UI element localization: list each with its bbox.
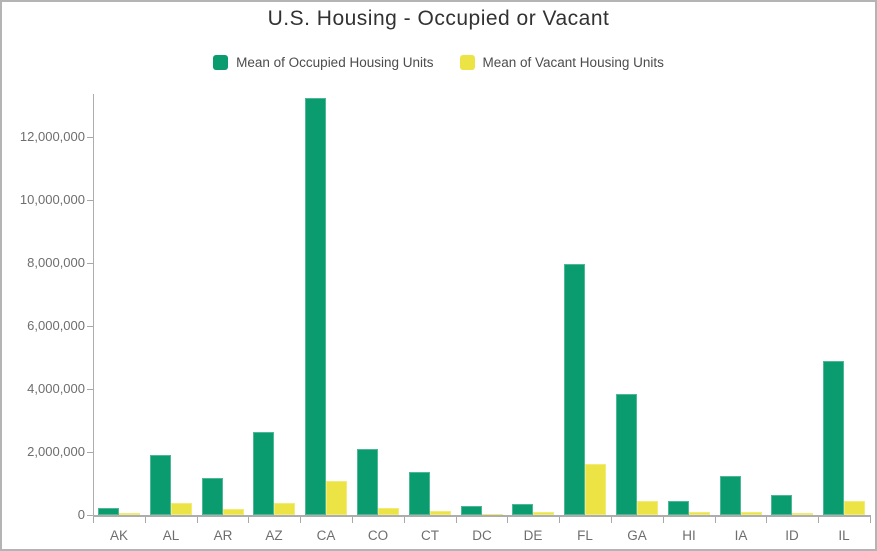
x-axis-label-CO: CO <box>367 528 389 543</box>
x-axis-label-IA: IA <box>734 528 748 543</box>
bar-occupied-AR[interactable] <box>202 478 223 515</box>
x-axis-label-DC: DC <box>472 528 492 543</box>
x-tick <box>456 517 457 523</box>
bar-vacant-AZ[interactable] <box>274 503 295 515</box>
x-axis-label-ID: ID <box>785 528 799 543</box>
legend: Mean of Occupied Housing Units Mean of V… <box>2 55 875 70</box>
bar-vacant-GA[interactable] <box>637 501 658 515</box>
bar-vacant-AL[interactable] <box>171 503 192 515</box>
y-tick-label: 0 <box>77 507 85 522</box>
bar-vacant-CA[interactable] <box>326 481 347 515</box>
x-tick <box>507 517 508 523</box>
x-axis-label-HI: HI <box>682 528 696 543</box>
y-tick-label: 10,000,000 <box>19 192 85 207</box>
x-axis-label-DE: DE <box>523 528 543 543</box>
x-tick <box>818 517 819 523</box>
y-tick <box>87 263 93 264</box>
legend-swatch-vacant <box>459 55 475 70</box>
bar-occupied-CO[interactable] <box>357 449 378 515</box>
bar-vacant-FL[interactable] <box>585 464 606 515</box>
y-tick-label: 6,000,000 <box>27 318 85 333</box>
bar-occupied-GA[interactable] <box>616 394 637 515</box>
x-axis-label-AZ: AZ <box>265 528 283 543</box>
bar-occupied-HI[interactable] <box>668 501 689 515</box>
bar-occupied-CT[interactable] <box>409 472 430 515</box>
x-tick <box>404 517 405 523</box>
bar-occupied-AL[interactable] <box>150 455 171 515</box>
x-tick <box>663 517 664 523</box>
y-tick <box>87 515 93 516</box>
legend-label-occupied: Mean of Occupied Housing Units <box>236 55 434 70</box>
y-tick <box>87 200 93 201</box>
x-tick <box>300 517 301 523</box>
x-axis-label-CA: CA <box>316 528 336 543</box>
y-tick <box>87 389 93 390</box>
bar-vacant-ID[interactable] <box>792 513 813 515</box>
bar-vacant-AR[interactable] <box>223 509 244 515</box>
y-axis-line <box>93 94 94 522</box>
x-axis-label-AL: AL <box>162 528 180 543</box>
bar-occupied-CA[interactable] <box>305 98 326 515</box>
x-tick <box>611 517 612 523</box>
bar-vacant-HI[interactable] <box>689 512 710 515</box>
y-tick <box>87 137 93 138</box>
legend-item-vacant[interactable]: Mean of Vacant Housing Units <box>459 55 664 70</box>
bar-occupied-ID[interactable] <box>771 495 792 515</box>
bar-vacant-IA[interactable] <box>741 512 762 515</box>
y-tick-label: 4,000,000 <box>27 381 85 396</box>
x-axis-label-IL: IL <box>838 528 850 543</box>
legend-label-vacant: Mean of Vacant Housing Units <box>482 55 664 70</box>
bar-occupied-IL[interactable] <box>823 361 844 515</box>
chart-title: U.S. Housing - Occupied or Vacant <box>267 7 610 30</box>
x-tick <box>870 517 871 523</box>
x-tick <box>352 517 353 523</box>
x-tick <box>248 517 249 523</box>
y-tick-label: 8,000,000 <box>27 255 85 270</box>
legend-swatch-occupied <box>213 55 229 70</box>
x-axis-label-GA: GA <box>627 528 647 543</box>
bar-vacant-IL[interactable] <box>844 501 865 515</box>
bar-vacant-DE[interactable] <box>533 512 554 515</box>
bar-vacant-AK[interactable] <box>119 513 140 515</box>
x-axis-line <box>93 515 871 517</box>
bar-occupied-DE[interactable] <box>512 504 533 515</box>
x-tick <box>559 517 560 523</box>
x-axis-label-AR: AR <box>213 528 233 543</box>
y-tick-label: 2,000,000 <box>27 444 85 459</box>
bar-vacant-DC[interactable] <box>482 514 503 515</box>
x-axis-label-FL: FL <box>577 528 593 543</box>
bar-occupied-FL[interactable] <box>564 264 585 515</box>
legend-item-occupied[interactable]: Mean of Occupied Housing Units <box>213 55 434 70</box>
y-tick-label: 12,000,000 <box>19 129 85 144</box>
y-tick <box>87 326 93 327</box>
bar-occupied-AZ[interactable] <box>253 432 274 515</box>
x-axis-label-AK: AK <box>109 528 128 543</box>
bar-vacant-CT[interactable] <box>430 511 451 515</box>
bar-occupied-AK[interactable] <box>98 508 119 515</box>
bar-vacant-CO[interactable] <box>378 508 399 515</box>
x-axis-label-CT: CT <box>421 528 439 543</box>
x-tick <box>715 517 716 523</box>
x-tick <box>145 517 146 523</box>
bar-occupied-IA[interactable] <box>720 476 741 515</box>
y-tick <box>87 452 93 453</box>
x-tick <box>93 517 94 523</box>
x-tick <box>766 517 767 523</box>
bar-occupied-DC[interactable] <box>461 506 482 515</box>
x-tick <box>197 517 198 523</box>
